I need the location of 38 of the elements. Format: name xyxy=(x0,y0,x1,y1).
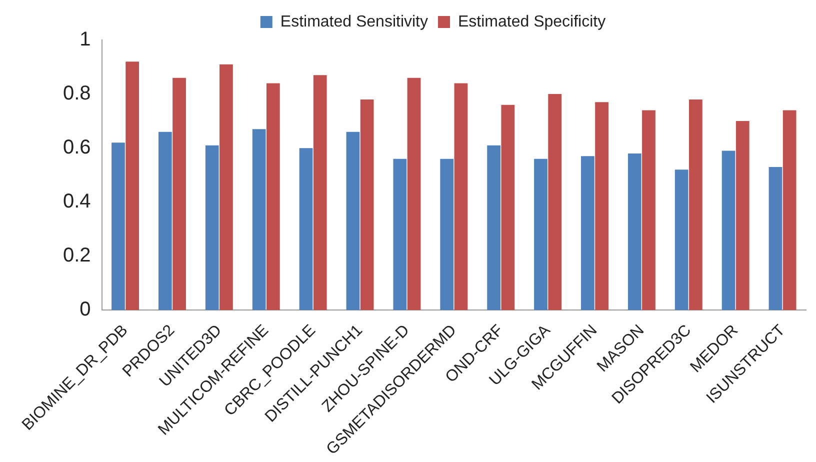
bar xyxy=(782,110,796,310)
bar xyxy=(736,121,750,310)
bar xyxy=(674,170,688,310)
bar xyxy=(595,102,608,310)
y-tick-label: 0 xyxy=(80,298,91,321)
bar xyxy=(266,83,280,310)
bar xyxy=(112,142,125,310)
bar xyxy=(534,158,548,310)
bar xyxy=(688,99,702,310)
bar xyxy=(126,62,140,310)
bar xyxy=(158,132,172,310)
y-tick-label: 0.2 xyxy=(62,244,91,267)
bar xyxy=(360,99,374,310)
y-tick-label: 1 xyxy=(80,28,91,51)
bar xyxy=(501,104,515,310)
bar xyxy=(172,78,186,310)
legend-label: Estimated Sensitivity xyxy=(280,13,428,30)
y-tick-label: 0.4 xyxy=(62,190,91,213)
bar xyxy=(346,132,360,310)
bar xyxy=(548,94,562,310)
y-tick-label: 0.6 xyxy=(62,136,91,159)
bar xyxy=(581,156,594,310)
bar xyxy=(220,64,233,310)
bar xyxy=(299,148,313,310)
y-tick-label: 0.8 xyxy=(62,82,91,105)
bar xyxy=(722,150,736,310)
bar xyxy=(454,83,468,310)
bar xyxy=(252,129,266,310)
bar xyxy=(440,158,454,310)
bar xyxy=(313,75,327,310)
bar xyxy=(393,158,407,310)
bar xyxy=(407,78,421,310)
bar xyxy=(205,145,219,310)
bar xyxy=(768,166,782,310)
bar xyxy=(642,110,656,310)
legend-label: Estimated Specificity xyxy=(458,13,606,30)
bar xyxy=(628,153,642,310)
bar xyxy=(487,145,500,310)
